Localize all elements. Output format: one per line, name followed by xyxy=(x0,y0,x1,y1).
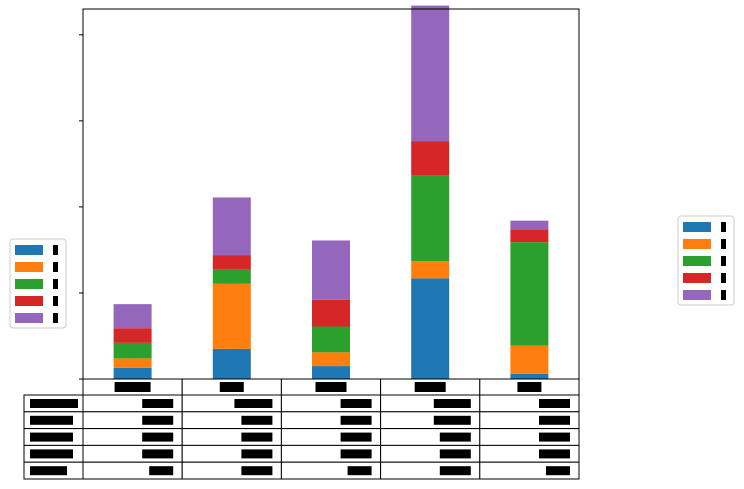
bar-segment-0-series-1 xyxy=(113,358,152,368)
table-cell-value-redacted-4-0 xyxy=(149,466,174,476)
table-cell-value-redacted-2-3 xyxy=(439,432,471,442)
bar-segment-1-series-2 xyxy=(212,269,251,284)
table-cell-value-redacted-2-4 xyxy=(539,432,570,442)
bar-segment-4-series-1 xyxy=(510,345,549,374)
legend-label-redacted-1 xyxy=(721,239,726,249)
bar-segment-0-series-0 xyxy=(113,367,152,379)
legend-swatch-4 xyxy=(15,313,43,323)
bar-segment-1-series-3 xyxy=(212,255,251,270)
table-cell-value-redacted-4-2 xyxy=(347,466,372,476)
legend-label-redacted-3 xyxy=(53,296,58,306)
bar-segment-2-series-2 xyxy=(312,326,350,353)
bar-segment-2-series-1 xyxy=(312,352,350,367)
bar-segment-0-series-3 xyxy=(113,328,152,343)
table-col-header-label-redacted-3 xyxy=(414,382,446,392)
bar-segment-0-series-2 xyxy=(113,342,152,359)
legend-label-redacted-4 xyxy=(53,313,58,323)
legend-right xyxy=(677,215,735,306)
legend-label-redacted-3 xyxy=(721,273,726,283)
table-cell-value-redacted-3-1 xyxy=(241,449,273,459)
table-cell-value-redacted-4-4 xyxy=(546,466,570,476)
legend-swatch-1 xyxy=(683,239,711,249)
table-cell-value-redacted-3-3 xyxy=(439,449,471,459)
legend-swatch-0 xyxy=(683,222,711,232)
table-row-label-redacted-4 xyxy=(30,466,67,476)
table-cell-value-redacted-0-1 xyxy=(234,399,273,408)
legend-label-redacted-2 xyxy=(721,256,726,266)
table-row-label-redacted-3 xyxy=(30,449,73,459)
bars-layer xyxy=(113,5,549,379)
legend-swatch-2 xyxy=(683,256,711,266)
bar-segment-2-series-0 xyxy=(312,366,350,379)
table-cell-value-redacted-2-0 xyxy=(142,432,174,442)
bar-segment-1-series-4 xyxy=(212,197,251,256)
bar-segment-0-series-4 xyxy=(113,304,152,329)
table-cell-value-redacted-0-2 xyxy=(340,399,372,408)
bar-segment-2-series-4 xyxy=(312,240,350,300)
table-cell-value-redacted-3-2 xyxy=(340,449,372,459)
table-cell-value-redacted-1-2 xyxy=(340,415,372,425)
legend-label-redacted-1 xyxy=(53,262,58,272)
table-cell-value-redacted-1-0 xyxy=(142,415,174,425)
table-col-header-label-redacted-0 xyxy=(114,382,151,392)
table-cell-value-redacted-0-0 xyxy=(142,399,174,408)
legend-swatch-3 xyxy=(683,273,711,283)
table-row-label-redacted-0 xyxy=(30,399,78,408)
table-col-header-label-redacted-1 xyxy=(219,382,244,392)
bar-segment-3-series-4 xyxy=(411,5,450,142)
data-table xyxy=(23,378,580,480)
bar-segment-4-series-3 xyxy=(510,229,549,243)
legend-swatch-0 xyxy=(15,245,43,255)
table-cell-value-redacted-3-4 xyxy=(539,449,570,459)
bar-segment-1-series-1 xyxy=(212,283,251,349)
legend-label-redacted-0 xyxy=(53,245,58,255)
legend-swatch-4 xyxy=(683,290,711,300)
legend-label-redacted-2 xyxy=(53,279,58,289)
table-cell-value-redacted-0-3 xyxy=(433,399,471,408)
bar-segment-1-series-0 xyxy=(212,348,251,379)
table-col-header-label-redacted-2 xyxy=(315,382,347,392)
legend-swatch-2 xyxy=(15,279,43,289)
y-axis-ticks xyxy=(79,34,83,380)
table-cell-value-redacted-3-0 xyxy=(142,449,174,459)
table-cell-value-redacted-1-4 xyxy=(539,415,570,425)
table-cell-value-redacted-0-4 xyxy=(539,399,570,408)
table-col-header-label-redacted-4 xyxy=(517,382,542,392)
table-cell-value-redacted-1-3 xyxy=(433,415,471,425)
legend-label-redacted-0 xyxy=(721,222,726,232)
bar-segment-3-series-1 xyxy=(411,261,450,279)
bar-segment-3-series-2 xyxy=(411,175,450,262)
legend-label-redacted-4 xyxy=(721,290,726,300)
bar-segment-4-series-2 xyxy=(510,242,549,346)
table-row-label-redacted-1 xyxy=(30,415,73,425)
table-cell-value-redacted-2-2 xyxy=(340,432,372,442)
bar-segment-4-series-4 xyxy=(510,220,549,230)
table-cell-value-redacted-4-1 xyxy=(241,466,273,476)
table-cell-value-redacted-1-1 xyxy=(241,415,273,425)
bar-segment-3-series-0 xyxy=(411,278,450,379)
bar-segment-2-series-3 xyxy=(312,299,350,327)
table-row-label-redacted-2 xyxy=(30,432,73,442)
bar-segment-4-series-0 xyxy=(510,373,549,379)
legend-swatch-1 xyxy=(15,262,43,272)
table-cell-value-redacted-4-3 xyxy=(439,466,471,476)
bar-segment-3-series-3 xyxy=(411,141,450,176)
legend-left xyxy=(9,238,67,329)
legend-swatch-3 xyxy=(15,296,43,306)
table-cell-value-redacted-2-1 xyxy=(241,432,273,442)
